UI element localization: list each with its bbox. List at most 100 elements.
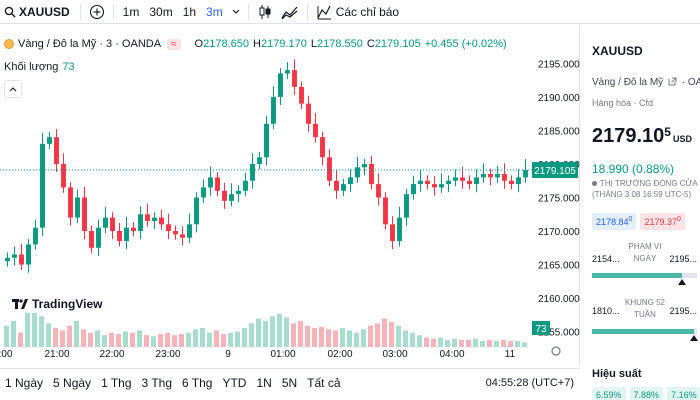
market-status: THỊ TRƯỜNG ĐÓNG CỬA (THÁNG 3 08 16:59 UT… xyxy=(592,178,698,200)
performance-item[interactable]: 7.16% xyxy=(667,387,700,400)
clock-timezone[interactable]: 04:55:28 (UTC+7) xyxy=(485,376,574,389)
market-status-text: THỊ TRƯỜNG ĐÓNG CỬA xyxy=(600,179,698,188)
interval-1m[interactable]: 1m xyxy=(122,4,140,19)
chart-area[interactable]: 2195.0002190.0002185.0002180.0002175.000… xyxy=(0,25,580,365)
price-chart[interactable]: 2195.0002190.0002185.0002180.0002175.000… xyxy=(0,25,580,365)
volume-bar xyxy=(515,341,520,347)
candle-body xyxy=(404,194,409,218)
candle-body xyxy=(411,184,416,195)
interval-dropdown[interactable] xyxy=(228,0,244,23)
range-all[interactable]: Tất cả xyxy=(307,375,341,390)
candle-body xyxy=(516,177,521,185)
candle-body xyxy=(432,184,437,188)
day-range-low: 2154... xyxy=(592,254,620,264)
chart-type-button[interactable] xyxy=(253,0,277,23)
price-axis-label: 2185.000 xyxy=(538,126,580,137)
date-range-bar: 1 Ngày 5 Ngày 1 Thg 3 Thg 6 Thg YTD 1N 5… xyxy=(0,368,580,396)
candle-body xyxy=(313,123,318,138)
candle-body xyxy=(159,217,164,225)
candle-body xyxy=(124,227,129,242)
volume-bar xyxy=(305,325,310,347)
volume-bar xyxy=(53,328,58,347)
candle-body xyxy=(502,174,507,181)
panel-symbol-name: Vàng / Đô la Mỹ · OANDA xyxy=(592,77,700,88)
candle-body xyxy=(425,180,430,185)
candle-body xyxy=(348,177,353,185)
candle-body xyxy=(481,174,486,178)
candle-body xyxy=(110,217,115,232)
volume-bar xyxy=(25,311,30,347)
legend-high-label: H xyxy=(253,38,261,50)
volume-bar xyxy=(326,329,331,347)
volume-bar xyxy=(389,322,394,347)
panel-symbol[interactable]: XAUUSD xyxy=(592,44,643,58)
interval-3m[interactable]: 3m xyxy=(206,4,223,19)
ask-value: 2179.37 xyxy=(644,217,677,227)
legend-symbol-name: Vàng / Đô la Mỹ · 3 · OANDA xyxy=(18,38,162,50)
range-6-months[interactable]: 6 Thg xyxy=(182,375,213,390)
panel-category: Hàng hóa · Cfd xyxy=(592,98,654,108)
volume-bar xyxy=(494,341,499,347)
week52-bar xyxy=(592,329,697,334)
legend-badge[interactable]: ≈ xyxy=(167,38,181,50)
panel-name-text[interactable]: Vàng / Đô la Mỹ xyxy=(592,77,664,88)
volume-bar xyxy=(438,337,443,347)
range-5-days[interactable]: 5 Ngày xyxy=(53,375,92,390)
volume-bar xyxy=(158,333,163,347)
volume-bar xyxy=(501,339,506,347)
candle-body xyxy=(208,177,213,188)
time-axis-label: 11 xyxy=(505,349,516,360)
candle-body xyxy=(145,214,150,221)
candle-body xyxy=(138,214,143,232)
volume-bar xyxy=(60,330,65,347)
candle-body xyxy=(103,217,108,228)
volume-bar xyxy=(165,332,170,347)
candle-body xyxy=(33,227,38,245)
volume-bar xyxy=(186,332,191,347)
day-range-high: 2195... xyxy=(669,254,697,264)
day-range-bar xyxy=(592,273,697,278)
range-1-year[interactable]: 1N xyxy=(256,375,272,390)
candle-body xyxy=(215,177,220,191)
range-3-months[interactable]: 3 Thg xyxy=(141,375,172,390)
legend-low-label: L xyxy=(310,38,317,50)
volume-bar xyxy=(382,318,387,347)
compare-button[interactable] xyxy=(85,0,109,23)
divider xyxy=(79,3,81,20)
candle-body xyxy=(187,224,192,238)
candle-body xyxy=(439,184,444,188)
candle-body xyxy=(474,177,479,185)
interval-30m[interactable]: 30m xyxy=(149,4,173,19)
indicators-button[interactable]: Các chỉ báo xyxy=(312,4,403,20)
external-link-icon[interactable] xyxy=(668,77,677,86)
day-range-label: PHẠM VI NGÀY xyxy=(618,241,672,265)
range-5-years[interactable]: 5N xyxy=(281,375,298,390)
volume-bar xyxy=(459,339,464,347)
price-axis-label: 2165.000 xyxy=(538,261,580,272)
interval-1h[interactable]: 1h xyxy=(182,4,197,19)
candle-body xyxy=(467,180,472,185)
week52-marker-icon xyxy=(689,335,698,341)
candle-body xyxy=(68,187,73,218)
volume-bar xyxy=(116,333,121,347)
volume-bar xyxy=(179,333,184,347)
tradingview-watermark[interactable]: TradingView xyxy=(8,295,107,313)
time-axis-label: 21:00 xyxy=(44,349,69,360)
symbol-search[interactable]: XAUUSD xyxy=(0,0,76,23)
candle-body xyxy=(334,180,339,191)
performance-item[interactable]: 7.88% xyxy=(629,387,664,400)
range-ytd[interactable]: YTD xyxy=(222,375,247,390)
volume-bar xyxy=(81,329,86,347)
candle-body xyxy=(369,163,374,185)
performance-item[interactable]: 6.59% xyxy=(592,387,626,400)
range-1-day[interactable]: 1 Ngày xyxy=(5,375,44,390)
volume-bar xyxy=(130,332,135,347)
volume-value: 73 xyxy=(62,61,75,73)
chart-settings-icon xyxy=(551,346,561,356)
panel-exchange[interactable]: OANDA xyxy=(687,77,700,88)
legend-high: 2179.170 xyxy=(260,38,307,50)
candle-body xyxy=(82,197,87,232)
range-1-month[interactable]: 1 Thg xyxy=(101,375,132,390)
area-chart-button[interactable] xyxy=(277,0,303,23)
collapse-legend-button[interactable] xyxy=(4,80,22,98)
